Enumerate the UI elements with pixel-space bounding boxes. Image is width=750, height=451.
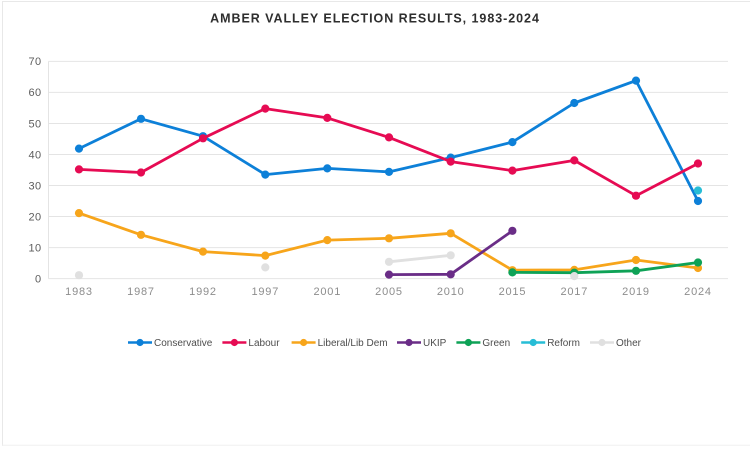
svg-text:1992: 1992 xyxy=(189,286,217,298)
svg-text:2015: 2015 xyxy=(499,286,527,298)
svg-text:2019: 2019 xyxy=(622,286,650,298)
svg-text:1983: 1983 xyxy=(65,286,93,298)
svg-text:1987: 1987 xyxy=(127,286,155,298)
svg-text:Reform: Reform xyxy=(547,338,580,349)
svg-text:2005: 2005 xyxy=(375,286,403,298)
svg-text:10: 10 xyxy=(28,242,41,254)
svg-text:40: 40 xyxy=(28,149,41,161)
svg-text:Green: Green xyxy=(482,338,510,349)
svg-text:2024: 2024 xyxy=(684,286,712,298)
svg-text:Liberal/Lib Dem: Liberal/Lib Dem xyxy=(318,338,388,349)
svg-text:2010: 2010 xyxy=(437,286,465,298)
svg-text:30: 30 xyxy=(28,180,41,192)
svg-text:Other: Other xyxy=(616,338,642,349)
svg-text:Labour: Labour xyxy=(248,338,280,349)
svg-text:2017: 2017 xyxy=(560,286,588,298)
svg-text:20: 20 xyxy=(28,211,41,223)
svg-text:1997: 1997 xyxy=(251,286,279,298)
svg-text:UKIP: UKIP xyxy=(423,338,447,349)
svg-text:2001: 2001 xyxy=(313,286,341,298)
svg-text:Conservative: Conservative xyxy=(154,338,213,349)
svg-text:70: 70 xyxy=(28,56,41,68)
svg-text:0: 0 xyxy=(35,273,42,285)
svg-text:60: 60 xyxy=(28,87,41,99)
svg-text:50: 50 xyxy=(28,118,41,130)
svg-text:AMBER VALLEY ELECTION RESULTS,: AMBER VALLEY ELECTION RESULTS, 1983-2024 xyxy=(210,12,540,26)
